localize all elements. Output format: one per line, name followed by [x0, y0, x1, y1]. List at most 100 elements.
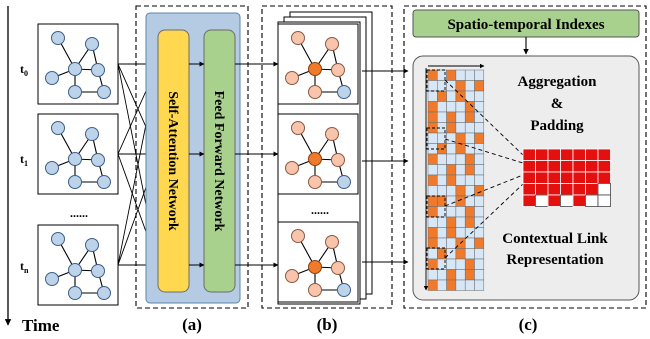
index-cell — [437, 111, 447, 123]
index-cell — [464, 216, 475, 228]
index-cell — [446, 111, 457, 123]
context-cell — [522, 171, 536, 184]
index-cell — [455, 216, 466, 228]
index-cell — [427, 132, 438, 144]
index-cell — [464, 279, 475, 291]
input-graph-tn — [37, 224, 119, 306]
spatio-temporal-indexes-label: Spatio-temporal Indexes — [447, 17, 604, 33]
index-cell — [427, 69, 438, 81]
index-cell — [455, 258, 466, 270]
aggregation-links — [444, 79, 524, 259]
feed-forward-block — [203, 29, 236, 293]
index-cell — [446, 153, 457, 165]
index-cell — [455, 132, 466, 144]
index-cell — [455, 279, 466, 291]
context-cell — [522, 148, 536, 161]
index-cell — [446, 279, 457, 291]
ffn-output-arrows — [235, 61, 279, 268]
context-cell — [547, 160, 561, 173]
index-cell — [474, 80, 485, 92]
index-cell — [427, 153, 438, 165]
index-cell — [474, 206, 485, 218]
input-graph-t0 — [37, 23, 119, 105]
index-cell — [464, 237, 475, 249]
index-cell — [474, 143, 485, 155]
index-cell — [446, 227, 457, 239]
context-cell — [585, 148, 599, 161]
context-cell — [597, 183, 611, 196]
selection-brackets — [426, 69, 446, 270]
index-cell — [455, 122, 466, 134]
index-cell — [437, 174, 447, 186]
input-graph-t1 — [37, 113, 119, 195]
context-cell — [585, 183, 599, 196]
context-cell — [535, 148, 549, 161]
index-cell — [455, 69, 466, 81]
context-cell — [560, 183, 574, 196]
context-cell — [547, 148, 561, 161]
index-cell — [427, 80, 438, 92]
index-cell — [437, 237, 447, 249]
panel-c: Spatio-temporal Indexes Aggregation & Pa… — [403, 5, 647, 334]
index-cell — [446, 174, 457, 186]
index-cell — [446, 122, 457, 134]
context-cell — [547, 171, 561, 184]
index-cell — [464, 111, 475, 123]
snapshot-label-t1: t1 — [20, 152, 28, 168]
index-cell — [427, 279, 438, 291]
index-cell — [446, 69, 457, 81]
index-cell — [455, 111, 466, 123]
index-cell — [455, 206, 466, 218]
index-cell — [474, 195, 485, 207]
index-cell — [446, 216, 457, 228]
context-cell — [560, 194, 574, 207]
index-cell — [474, 248, 485, 260]
index-cell — [474, 101, 485, 113]
index-cell — [455, 269, 466, 281]
index-cell — [437, 279, 447, 291]
context-cell — [572, 160, 586, 173]
context-cell — [597, 194, 611, 207]
index-cell — [437, 101, 447, 113]
context-cell — [535, 160, 549, 173]
context-cell — [597, 171, 611, 184]
index-cell — [446, 164, 457, 176]
index-cell — [437, 153, 447, 165]
context-cell — [535, 183, 549, 196]
index-cell — [474, 122, 485, 134]
contextual-link-matrix — [522, 148, 611, 207]
context-cell — [572, 148, 586, 161]
context-cell — [597, 148, 611, 161]
context-cell — [560, 148, 574, 161]
context-cell — [572, 171, 586, 184]
index-cell — [464, 269, 475, 281]
index-cell — [437, 185, 447, 197]
index-cell — [437, 216, 447, 228]
output-graph-t0 — [277, 23, 359, 105]
index-cell — [464, 248, 475, 260]
index-cell — [464, 132, 475, 144]
index-cell — [464, 143, 475, 155]
index-cell — [427, 237, 438, 249]
index-cell — [464, 206, 475, 218]
index-cell — [446, 269, 457, 281]
index-cell — [455, 164, 466, 176]
panel-a-caption: (a) — [182, 315, 202, 334]
context-cell — [522, 160, 536, 173]
index-cell — [427, 269, 438, 281]
index-cell — [455, 248, 466, 260]
index-cell — [455, 227, 466, 239]
index-cell — [474, 279, 485, 291]
panel-a: Self-Attention Network Feed Forward Netw… — [135, 5, 249, 334]
index-cell — [427, 185, 438, 197]
index-cell — [446, 143, 457, 155]
index-cell — [427, 164, 438, 176]
index-cell — [455, 80, 466, 92]
index-cell — [464, 80, 475, 92]
index-cell — [427, 248, 438, 260]
index-cell — [474, 69, 485, 81]
context-cell — [572, 183, 586, 196]
index-cell — [437, 90, 447, 102]
index-cell — [427, 101, 438, 113]
